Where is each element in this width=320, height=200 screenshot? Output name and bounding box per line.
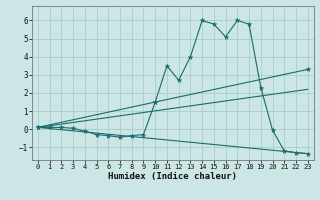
X-axis label: Humidex (Indice chaleur): Humidex (Indice chaleur)	[108, 172, 237, 181]
